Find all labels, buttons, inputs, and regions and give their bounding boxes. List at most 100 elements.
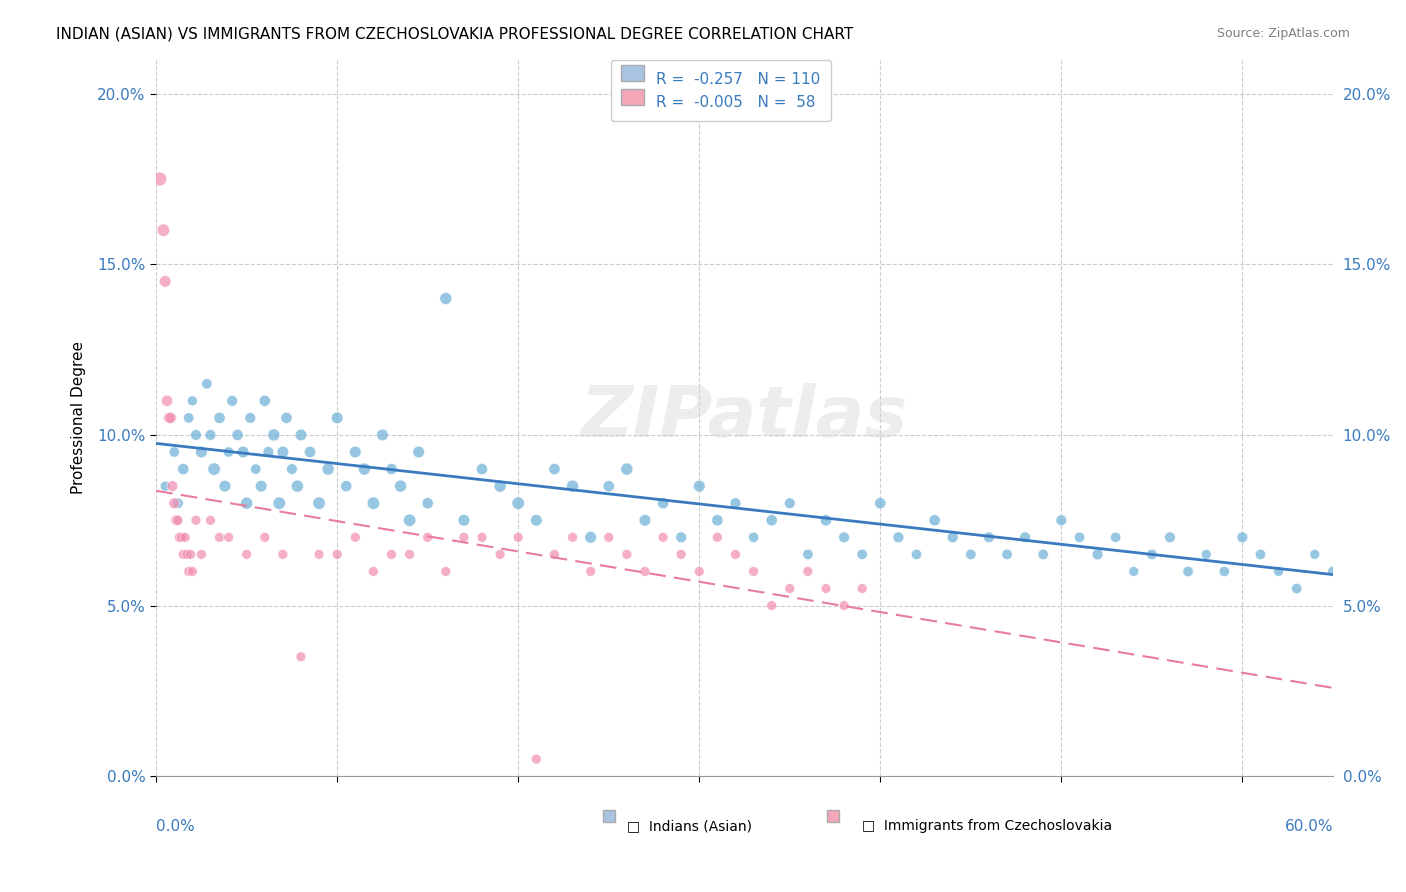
Point — [561, 479, 583, 493]
Point — [814, 582, 837, 596]
Point — [1104, 530, 1126, 544]
Point — [508, 530, 530, 544]
Point — [561, 530, 583, 544]
Point — [190, 445, 212, 459]
Point — [299, 445, 322, 459]
Point — [959, 548, 981, 562]
Point — [1232, 530, 1254, 544]
Point — [1358, 565, 1381, 579]
Point — [669, 548, 692, 562]
Point — [832, 599, 855, 613]
Point — [434, 292, 457, 306]
Text: 0.0%: 0.0% — [156, 819, 195, 834]
Point — [184, 513, 207, 527]
Point — [214, 479, 236, 493]
Point — [245, 462, 267, 476]
Point — [905, 548, 928, 562]
Point — [851, 582, 873, 596]
Point — [1122, 565, 1144, 579]
Point — [408, 445, 430, 459]
Point — [176, 548, 198, 562]
Point — [524, 752, 547, 766]
Point — [253, 393, 276, 408]
Point — [167, 496, 190, 510]
Point — [218, 445, 240, 459]
Point — [172, 548, 194, 562]
Point — [200, 513, 222, 527]
Y-axis label: Professional Degree: Professional Degree — [72, 342, 86, 494]
Point — [579, 565, 602, 579]
Point — [235, 496, 257, 510]
Point — [832, 530, 855, 544]
Point — [869, 496, 891, 510]
Point — [202, 462, 225, 476]
Point — [742, 530, 765, 544]
Point — [453, 530, 475, 544]
Point — [235, 548, 257, 562]
Point — [316, 462, 339, 476]
Point — [271, 445, 294, 459]
Point — [156, 393, 179, 408]
Point — [453, 513, 475, 527]
Point — [489, 479, 512, 493]
Point — [1014, 530, 1036, 544]
Point — [543, 548, 565, 562]
Point — [995, 548, 1018, 562]
Point — [152, 223, 174, 237]
Point — [471, 530, 494, 544]
Point — [335, 479, 357, 493]
Point — [1087, 548, 1109, 562]
Point — [1340, 582, 1362, 596]
Point — [779, 582, 801, 596]
Point — [162, 479, 184, 493]
Point — [149, 172, 172, 186]
Point — [634, 513, 657, 527]
Point — [434, 565, 457, 579]
Point — [977, 530, 1000, 544]
Point — [543, 462, 565, 476]
Point — [1322, 565, 1344, 579]
Point — [239, 410, 262, 425]
Point — [942, 530, 965, 544]
Point — [174, 530, 197, 544]
Point — [1267, 565, 1289, 579]
Point — [688, 479, 710, 493]
Point — [1376, 582, 1399, 596]
Text: □  Immigrants from Czechoslovakia: □ Immigrants from Czechoslovakia — [862, 819, 1112, 833]
Point — [761, 513, 783, 527]
Point — [271, 548, 294, 562]
Point — [363, 496, 385, 510]
Point — [308, 496, 330, 510]
Point — [184, 428, 207, 442]
Point — [290, 428, 312, 442]
Point — [257, 445, 280, 459]
Point — [797, 548, 820, 562]
Point — [276, 410, 298, 425]
Point — [652, 496, 675, 510]
Point — [380, 462, 402, 476]
Point — [371, 428, 394, 442]
Point — [159, 410, 181, 425]
Text: □  Indians (Asian): □ Indians (Asian) — [627, 819, 752, 833]
Point — [208, 410, 231, 425]
Point — [285, 479, 308, 493]
Point — [200, 428, 222, 442]
Point — [706, 530, 728, 544]
Point — [598, 530, 620, 544]
Point — [524, 513, 547, 527]
Point — [1050, 513, 1073, 527]
Point — [290, 649, 312, 664]
Point — [416, 496, 439, 510]
Point — [177, 410, 200, 425]
Point — [1032, 548, 1054, 562]
Point — [169, 530, 191, 544]
Point — [326, 410, 349, 425]
Point — [269, 496, 291, 510]
Point — [1159, 530, 1181, 544]
Point — [1177, 565, 1199, 579]
Point — [353, 462, 375, 476]
Point — [489, 548, 512, 562]
Point — [779, 496, 801, 510]
Text: INDIAN (ASIAN) VS IMMIGRANTS FROM CZECHOSLOVAKIA PROFESSIONAL DEGREE CORRELATION: INDIAN (ASIAN) VS IMMIGRANTS FROM CZECHO… — [56, 27, 853, 42]
Point — [195, 376, 218, 391]
